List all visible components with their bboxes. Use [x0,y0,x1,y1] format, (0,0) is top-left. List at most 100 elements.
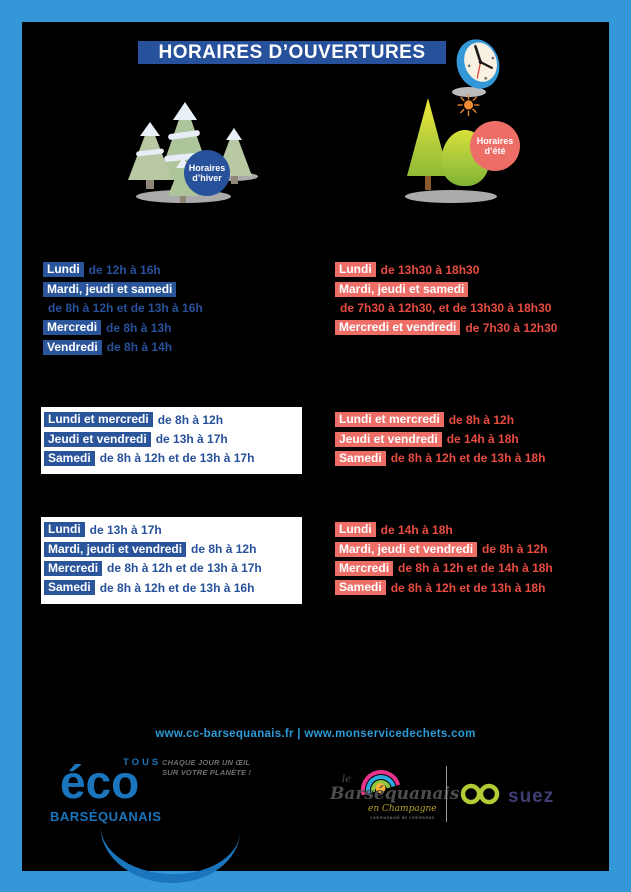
day-label: Lundi et mercredi [335,412,444,428]
suez-mark-icon [460,780,502,813]
schedule-line: Lundi de 12h à 16h [43,260,203,279]
barsequanais-champagne-logo: le Barséquanais en Champagne communauté … [330,762,460,842]
winter-badge-line1: Horaires [188,163,226,173]
day-label: Samedi [335,580,386,596]
time-text: de 8h à 12h et de 13h à 17h [99,451,255,466]
winter-badge-line2: d’hiver [192,173,222,183]
time-text: de 8h à 12h et de 13h à 17h [107,561,262,576]
schedule-line: Jeudi et vendredi de 14h à 18h [335,429,545,448]
time-text: de 13h à 17h [89,522,162,537]
summer-badge-line2: d’été [484,146,506,156]
schedule-line: Mardi, jeudi et samedi [335,279,557,298]
time-text: de 8h à 12h et de 13h à 16h [48,301,203,316]
suez-logo: suez [460,780,554,813]
time-text: de 8h à 12h et de 14h à 18h [398,561,553,576]
day-label: Samedi [44,580,95,596]
day-label: Jeudi et vendredi [44,431,151,447]
schedule-line: Samedi de 8h à 12h et de 13h à 17h [44,449,294,468]
summer-schedule-block-2: Lundi et mercredi de 8h à 12h Jeudi et ven… [335,410,545,468]
time-text: de 12h à 16h [88,262,161,277]
schedule-line: Samedi de 8h à 12h et de 13h à 16h [44,578,294,597]
poster-content-area: HORAIRES D’OUVERTURES [22,22,609,887]
day-label: Lundi [335,262,376,278]
footer-urls[interactable]: www.cc-barsequanais.fr | www.monserviced… [155,728,476,740]
time-text: de 8h à 12h et de 13h à 16h [99,580,255,595]
day-label: Mercredi [335,560,394,576]
day-label: Vendredi [43,339,102,355]
day-label: Mardi, jeudi et samedi [43,281,177,297]
time-text: de 7h30 à 12h30 [465,320,558,335]
day-label: Mardi, jeudi et samedi [335,281,469,297]
schedule-line: de 7h30 à 12h30, et de 13h30 à 18h30 [335,299,557,318]
schedule-line: Lundi et mercredi de 8h à 12h [44,410,294,429]
eco-barsequanais-logo: TOUS éco BARSÉQUANAIS [48,752,278,887]
day-label: Lundi [44,522,85,538]
schedule-line: Vendredi de 8h à 14h [43,338,203,357]
eco-logo-main: éco [60,756,140,808]
eco-logo-smile-arc [97,824,241,887]
rainbow-arcs-icon [358,762,404,801]
schedule-line: Samedi de 8h à 12h et de 13h à 18h [335,449,545,468]
time-text: de 8h à 13h [106,320,172,335]
schedule-line: Mardi, jeudi et samedi [43,279,203,298]
day-label: Lundi [335,522,376,538]
day-label: Lundi [43,262,84,278]
schedule-line: Lundi et mercredi de 8h à 12h [335,410,545,429]
winter-schedule-block-1: Lundi de 12h à 16h Mardi, jeudi et samedi d… [43,260,203,357]
barsequanais-name: Barséquanais [330,784,460,804]
time-text: de 8h à 12h [191,542,257,557]
eco-logo-tous: TOUS [123,757,162,768]
logo-divider [446,766,447,822]
barsequanais-le: le [342,774,352,785]
tagline-line1: CHAQUE JOUR UN ŒIL [162,758,251,767]
schedule-line: Mercredi de 8h à 12h et de 14h à 18h [335,559,553,578]
day-label: Mardi, jeudi et vendredi [335,541,478,557]
time-text: de 8h à 12h [157,412,224,427]
day-label: Mercredi [44,560,103,576]
schedule-line: Lundi de 14h à 18h [335,520,553,539]
summer-badge: Horaires d’été [470,121,520,171]
day-label: Mardi, jeudi et vendredi [44,541,187,557]
time-text: de 13h à 17h [155,432,228,447]
schedule-line: Samedi de 8h à 12h et de 13h à 18h [335,578,553,597]
time-text: de 8h à 12h et de 13h à 18h [390,451,546,466]
schedule-line: Mercredi de 8h à 12h et de 13h à 17h [44,559,294,578]
day-label: Mercredi [43,320,102,336]
day-label: Samedi [44,450,95,466]
winter-schedule-block-2: Lundi et mercredi de 8h à 12h Jeudi et ven… [41,407,302,475]
time-text: de 14h à 18h [446,432,519,447]
day-label: Samedi [335,450,386,466]
time-text: de 13h30 à 18h30 [380,262,480,277]
time-text: de 8h à 12h [448,412,515,427]
time-text: de 8h à 12h et de 13h à 18h [390,580,546,595]
barsequanais-caption: communauté de communes [370,815,435,820]
schedule-line: Jeudi et vendredi de 13h à 17h [44,429,294,448]
clock-icon [446,30,510,107]
eco-logo-bottom: BARSÉQUANAIS [50,809,162,824]
suez-wordmark: suez [508,785,555,807]
eco-logo-tagline: CHAQUE JOUR UN ŒIL SUR VOTRE PLANÈTE ! [162,758,251,778]
winter-schedule-block-3: Lundi de 13h à 17h Mardi, jeudi et vendred… [41,517,302,604]
day-label: Jeudi et vendredi [335,431,442,447]
schedule-line: Lundi de 13h30 à 18h30 [335,260,557,279]
page-title: HORAIRES D’OUVERTURES [138,41,446,64]
schedule-line: Mardi, jeudi et vendredi de 8h à 12h [44,539,294,558]
time-text: de 14h à 18h [380,522,453,537]
schedule-line: Lundi de 13h à 17h [44,520,294,539]
tagline-line2: SUR VOTRE PLANÈTE ! [162,768,252,777]
schedule-line: Mardi, jeudi et vendredi de 8h à 12h [335,539,553,558]
time-text: de 8h à 14h [106,340,173,355]
day-label: Lundi et mercredi [44,412,153,428]
schedule-line: de 8h à 12h et de 13h à 16h [43,299,203,318]
sun-icon: ☀ [455,89,482,124]
time-text: de 7h30 à 12h30, et de 13h30 à 18h30 [340,301,552,316]
time-text: de 8h à 12h [482,542,548,557]
schedule-line: Mercredi et vendredi de 7h30 à 12h30 [335,318,557,337]
winter-badge: Horaires d’hiver [184,150,230,196]
schedule-line: Mercredi de 8h à 13h [43,318,203,337]
summer-badge-line1: Horaires [476,136,514,146]
summer-schedule-block-1: Lundi de 13h30 à 18h30 Mardi, jeudi et sam… [335,260,557,338]
barsequanais-sub: en Champagne [368,804,437,814]
day-label: Mercredi et vendredi [335,320,461,336]
